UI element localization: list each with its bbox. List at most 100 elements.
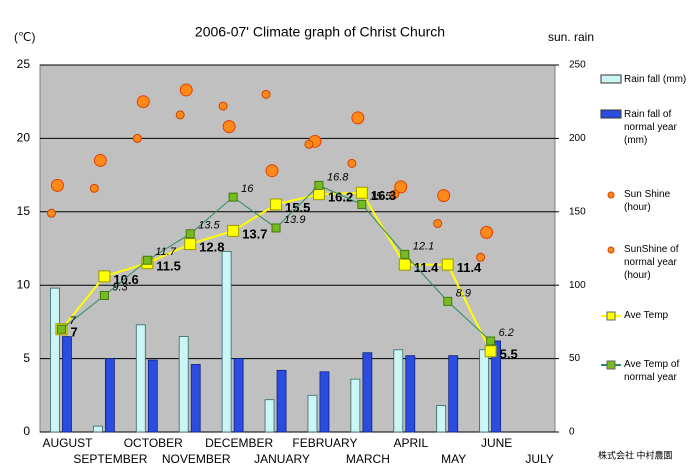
sunshine-normal-dot: [218, 101, 228, 111]
sunshine-dot: [265, 164, 279, 178]
temp-marker: [270, 198, 283, 211]
y-tick-label: 25: [17, 57, 31, 71]
normal-temp-label: 7: [69, 315, 76, 327]
normal-temp-label: 13.9: [284, 214, 305, 226]
y-unit: (℃): [14, 30, 35, 44]
normal-temp-marker: [142, 255, 152, 265]
plot-area: [39, 64, 556, 433]
normal-temp-label: 16: [241, 183, 254, 195]
bar: [405, 355, 416, 433]
sunshine-dot: [179, 83, 193, 97]
y-tick-label: 0: [23, 424, 30, 438]
normal-temp-label: 16.8: [327, 171, 349, 183]
bar: [221, 251, 232, 433]
bar: [178, 336, 189, 433]
x-tick-label: JULY: [525, 452, 553, 466]
x-tick-label: SEPTEMBER: [73, 452, 147, 466]
y-tick-label: 10: [17, 277, 31, 291]
bar: [319, 371, 330, 433]
bar: [50, 287, 60, 433]
legend-label: Rain fall (mm): [624, 74, 687, 85]
x-tick-label: OCTOBER: [124, 436, 183, 450]
temp-label: 13.7: [242, 226, 267, 241]
y2-tick-label: 250: [569, 60, 586, 71]
x-tick-label: MARCH: [346, 452, 390, 466]
sunshine-dot: [437, 189, 451, 203]
bar: [147, 359, 158, 433]
temp-label: 5.5: [500, 347, 518, 362]
legend-label: Rain fall of normal year (mm): [624, 109, 677, 146]
bar: [448, 355, 459, 433]
legend-swatch: [600, 109, 622, 119]
temp-label: 12.8: [199, 240, 224, 255]
y-tick-label: 5: [23, 351, 30, 365]
sunshine-normal-dot: [89, 183, 99, 193]
legend-label: SunShine of normal year (hour): [624, 244, 679, 281]
bar: [362, 352, 373, 433]
legend-item: SunShine of normal year (hour): [624, 244, 679, 281]
chart-title: 2006-07' Climate graph of Christ Church: [195, 24, 445, 40]
sunshine-dot: [222, 120, 236, 134]
normal-temp-marker: [486, 336, 496, 346]
temp-label: 11.5: [156, 259, 181, 274]
temp-marker: [398, 258, 411, 271]
legend-swatch: [600, 74, 622, 84]
temp-label: 11.4: [457, 260, 482, 275]
x-tick-label: JUNE: [481, 436, 512, 450]
x-tick-label: MAY: [441, 452, 466, 466]
sunshine-normal-dot: [175, 110, 185, 120]
legend-item: Rain fall of normal year (mm): [624, 109, 677, 146]
x-tick-label: FEBRUARY: [292, 436, 357, 450]
y2-unit: sun. rain: [548, 30, 594, 44]
temp-marker: [98, 270, 111, 283]
y2-tick-label: 100: [569, 280, 586, 291]
normal-temp-marker: [314, 180, 324, 190]
x-tick-label: JANUARY: [254, 452, 310, 466]
normal-temp-marker: [443, 296, 453, 306]
bar: [436, 405, 447, 433]
bar: [393, 349, 404, 433]
bar: [135, 324, 146, 433]
legend-label: Ave Temp of normal year: [624, 359, 680, 383]
y-tick-label: 15: [17, 204, 31, 218]
normal-temp-label: 6.2: [499, 327, 514, 339]
normal-temp-marker: [185, 229, 195, 239]
bar: [479, 349, 490, 433]
normal-temp-marker: [357, 199, 367, 209]
legend-swatch: [606, 360, 616, 370]
sunshine-dot: [480, 225, 494, 239]
normal-temp-label: 12.1: [413, 240, 434, 252]
temp-marker: [484, 345, 497, 358]
temp-marker: [227, 224, 240, 237]
bar: [276, 369, 287, 433]
temp-label: 15.5: [285, 200, 310, 215]
normal-temp-label: 13.5: [198, 220, 220, 232]
legend-label: Ave Temp: [624, 310, 669, 321]
legend-swatch: [607, 246, 615, 254]
normal-temp-marker: [56, 324, 66, 334]
sunshine-normal-dot: [433, 219, 443, 229]
sunshine-normal-dot: [46, 208, 56, 218]
normal-temp-marker: [400, 249, 410, 259]
legend-item: Sun Shine (hour): [624, 189, 671, 213]
y2-tick-label: 150: [569, 206, 586, 217]
bar: [92, 425, 103, 433]
logo: 株式会社 中村農園: [598, 449, 673, 460]
sunshine-normal-dot: [390, 189, 400, 199]
bar: [62, 336, 72, 433]
legend-label: Sun Shine (hour): [624, 189, 671, 213]
x-tick-label: APRIL: [393, 436, 428, 450]
x-tick-label: AUGUST: [42, 436, 93, 450]
temp-label: 11.4: [414, 260, 439, 275]
bar: [104, 358, 115, 433]
sunshine-dot: [50, 178, 64, 192]
temp-marker: [312, 188, 325, 201]
temp-label: 7: [70, 325, 77, 340]
normal-temp-marker: [228, 192, 238, 202]
sunshine-normal-dot: [476, 252, 486, 262]
bar: [350, 378, 361, 433]
y2-tick-label: 0: [569, 427, 575, 438]
legend-item: Ave Temp: [624, 310, 669, 321]
